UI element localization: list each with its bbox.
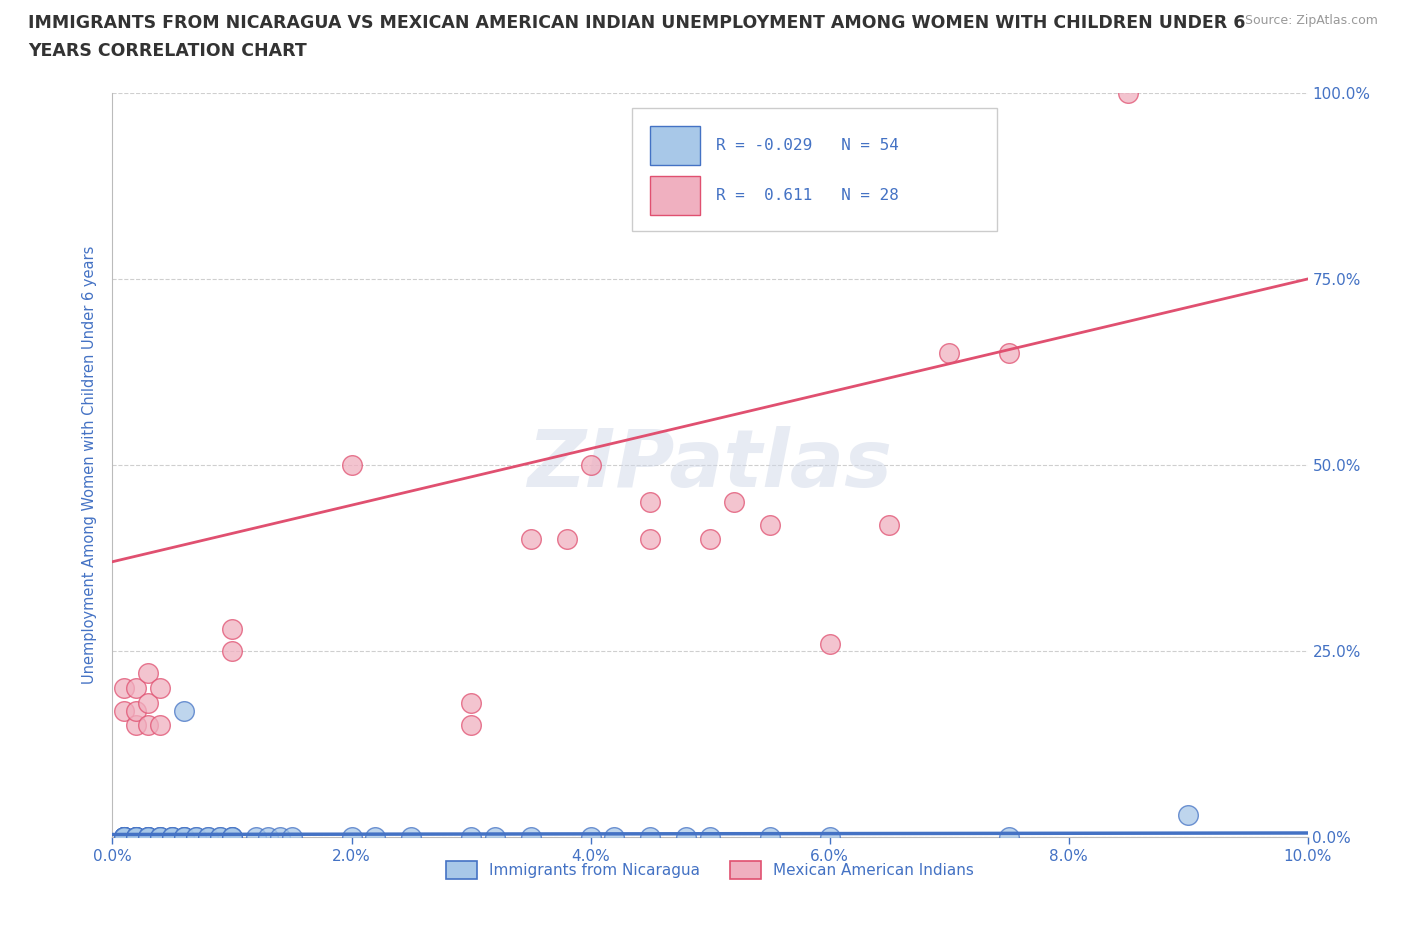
Point [269, 830, 291, 844]
Point [125, 830, 148, 844]
Point [197, 830, 219, 844]
Point [759, 830, 782, 844]
Point [114, 703, 135, 718]
Point [460, 830, 482, 844]
Point [340, 458, 363, 472]
Point [640, 532, 662, 547]
Point [149, 681, 172, 696]
Point [759, 517, 782, 532]
Point [555, 532, 578, 547]
Point [162, 830, 183, 844]
Point [125, 830, 148, 844]
Point [114, 830, 135, 844]
Point [579, 458, 602, 472]
Y-axis label: Unemployment Among Women with Children Under 6 years: Unemployment Among Women with Children U… [82, 246, 97, 684]
Point [173, 703, 195, 718]
Point [1118, 86, 1140, 100]
Point [460, 696, 482, 711]
Point [138, 718, 160, 733]
Point [221, 830, 243, 844]
Text: ZIPatlas: ZIPatlas [527, 426, 893, 504]
Text: R = -0.029   N = 54: R = -0.029 N = 54 [716, 139, 898, 153]
Point [149, 718, 172, 733]
Point [879, 517, 901, 532]
Point [186, 830, 208, 844]
Point [364, 830, 387, 844]
Point [998, 830, 1021, 844]
Point [520, 830, 543, 844]
Point [138, 666, 160, 681]
Point [125, 830, 148, 844]
Point [221, 644, 243, 658]
Point [245, 830, 267, 844]
Point [186, 830, 208, 844]
Point [197, 830, 219, 844]
FancyBboxPatch shape [651, 177, 700, 215]
FancyBboxPatch shape [633, 108, 997, 231]
Point [162, 830, 183, 844]
Point [699, 830, 721, 844]
Point [1177, 807, 1199, 822]
Point [818, 830, 841, 844]
Point [221, 830, 243, 844]
Point [998, 346, 1021, 361]
Point [114, 830, 135, 844]
Point [149, 830, 172, 844]
Point [209, 830, 232, 844]
Text: YEARS CORRELATION CHART: YEARS CORRELATION CHART [28, 42, 307, 60]
Point [114, 681, 135, 696]
Point [818, 636, 841, 651]
Point [675, 830, 697, 844]
Point [125, 830, 148, 844]
Point [125, 830, 148, 844]
Point [221, 830, 243, 844]
Point [173, 830, 195, 844]
Point [149, 830, 172, 844]
Point [114, 830, 135, 844]
Point [723, 495, 745, 510]
Point [209, 830, 232, 844]
Point [640, 830, 662, 844]
Point [938, 346, 960, 361]
Point [520, 532, 543, 547]
Point [221, 621, 243, 636]
Point [401, 830, 423, 844]
Point [114, 830, 135, 844]
Point [340, 830, 363, 844]
Point [173, 830, 195, 844]
Point [125, 718, 148, 733]
Point [125, 703, 148, 718]
Point [173, 830, 195, 844]
Text: R =  0.611   N = 28: R = 0.611 N = 28 [716, 188, 898, 203]
Point [699, 532, 721, 547]
Point [138, 696, 160, 711]
Point [162, 830, 183, 844]
Legend: Immigrants from Nicaragua, Mexican American Indians: Immigrants from Nicaragua, Mexican Ameri… [440, 856, 980, 885]
Point [484, 830, 506, 844]
Point [138, 830, 160, 844]
Point [603, 830, 626, 844]
Point [640, 495, 662, 510]
FancyBboxPatch shape [651, 126, 700, 166]
Point [257, 830, 280, 844]
Point [579, 830, 602, 844]
Point [149, 830, 172, 844]
Text: Source: ZipAtlas.com: Source: ZipAtlas.com [1244, 14, 1378, 27]
Point [460, 718, 482, 733]
Point [114, 830, 135, 844]
Text: IMMIGRANTS FROM NICARAGUA VS MEXICAN AMERICAN INDIAN UNEMPLOYMENT AMONG WOMEN WI: IMMIGRANTS FROM NICARAGUA VS MEXICAN AME… [28, 14, 1246, 32]
Point [281, 830, 304, 844]
Point [138, 830, 160, 844]
Point [114, 830, 135, 844]
Point [125, 681, 148, 696]
Point [138, 830, 160, 844]
Point [138, 830, 160, 844]
Point [114, 830, 135, 844]
